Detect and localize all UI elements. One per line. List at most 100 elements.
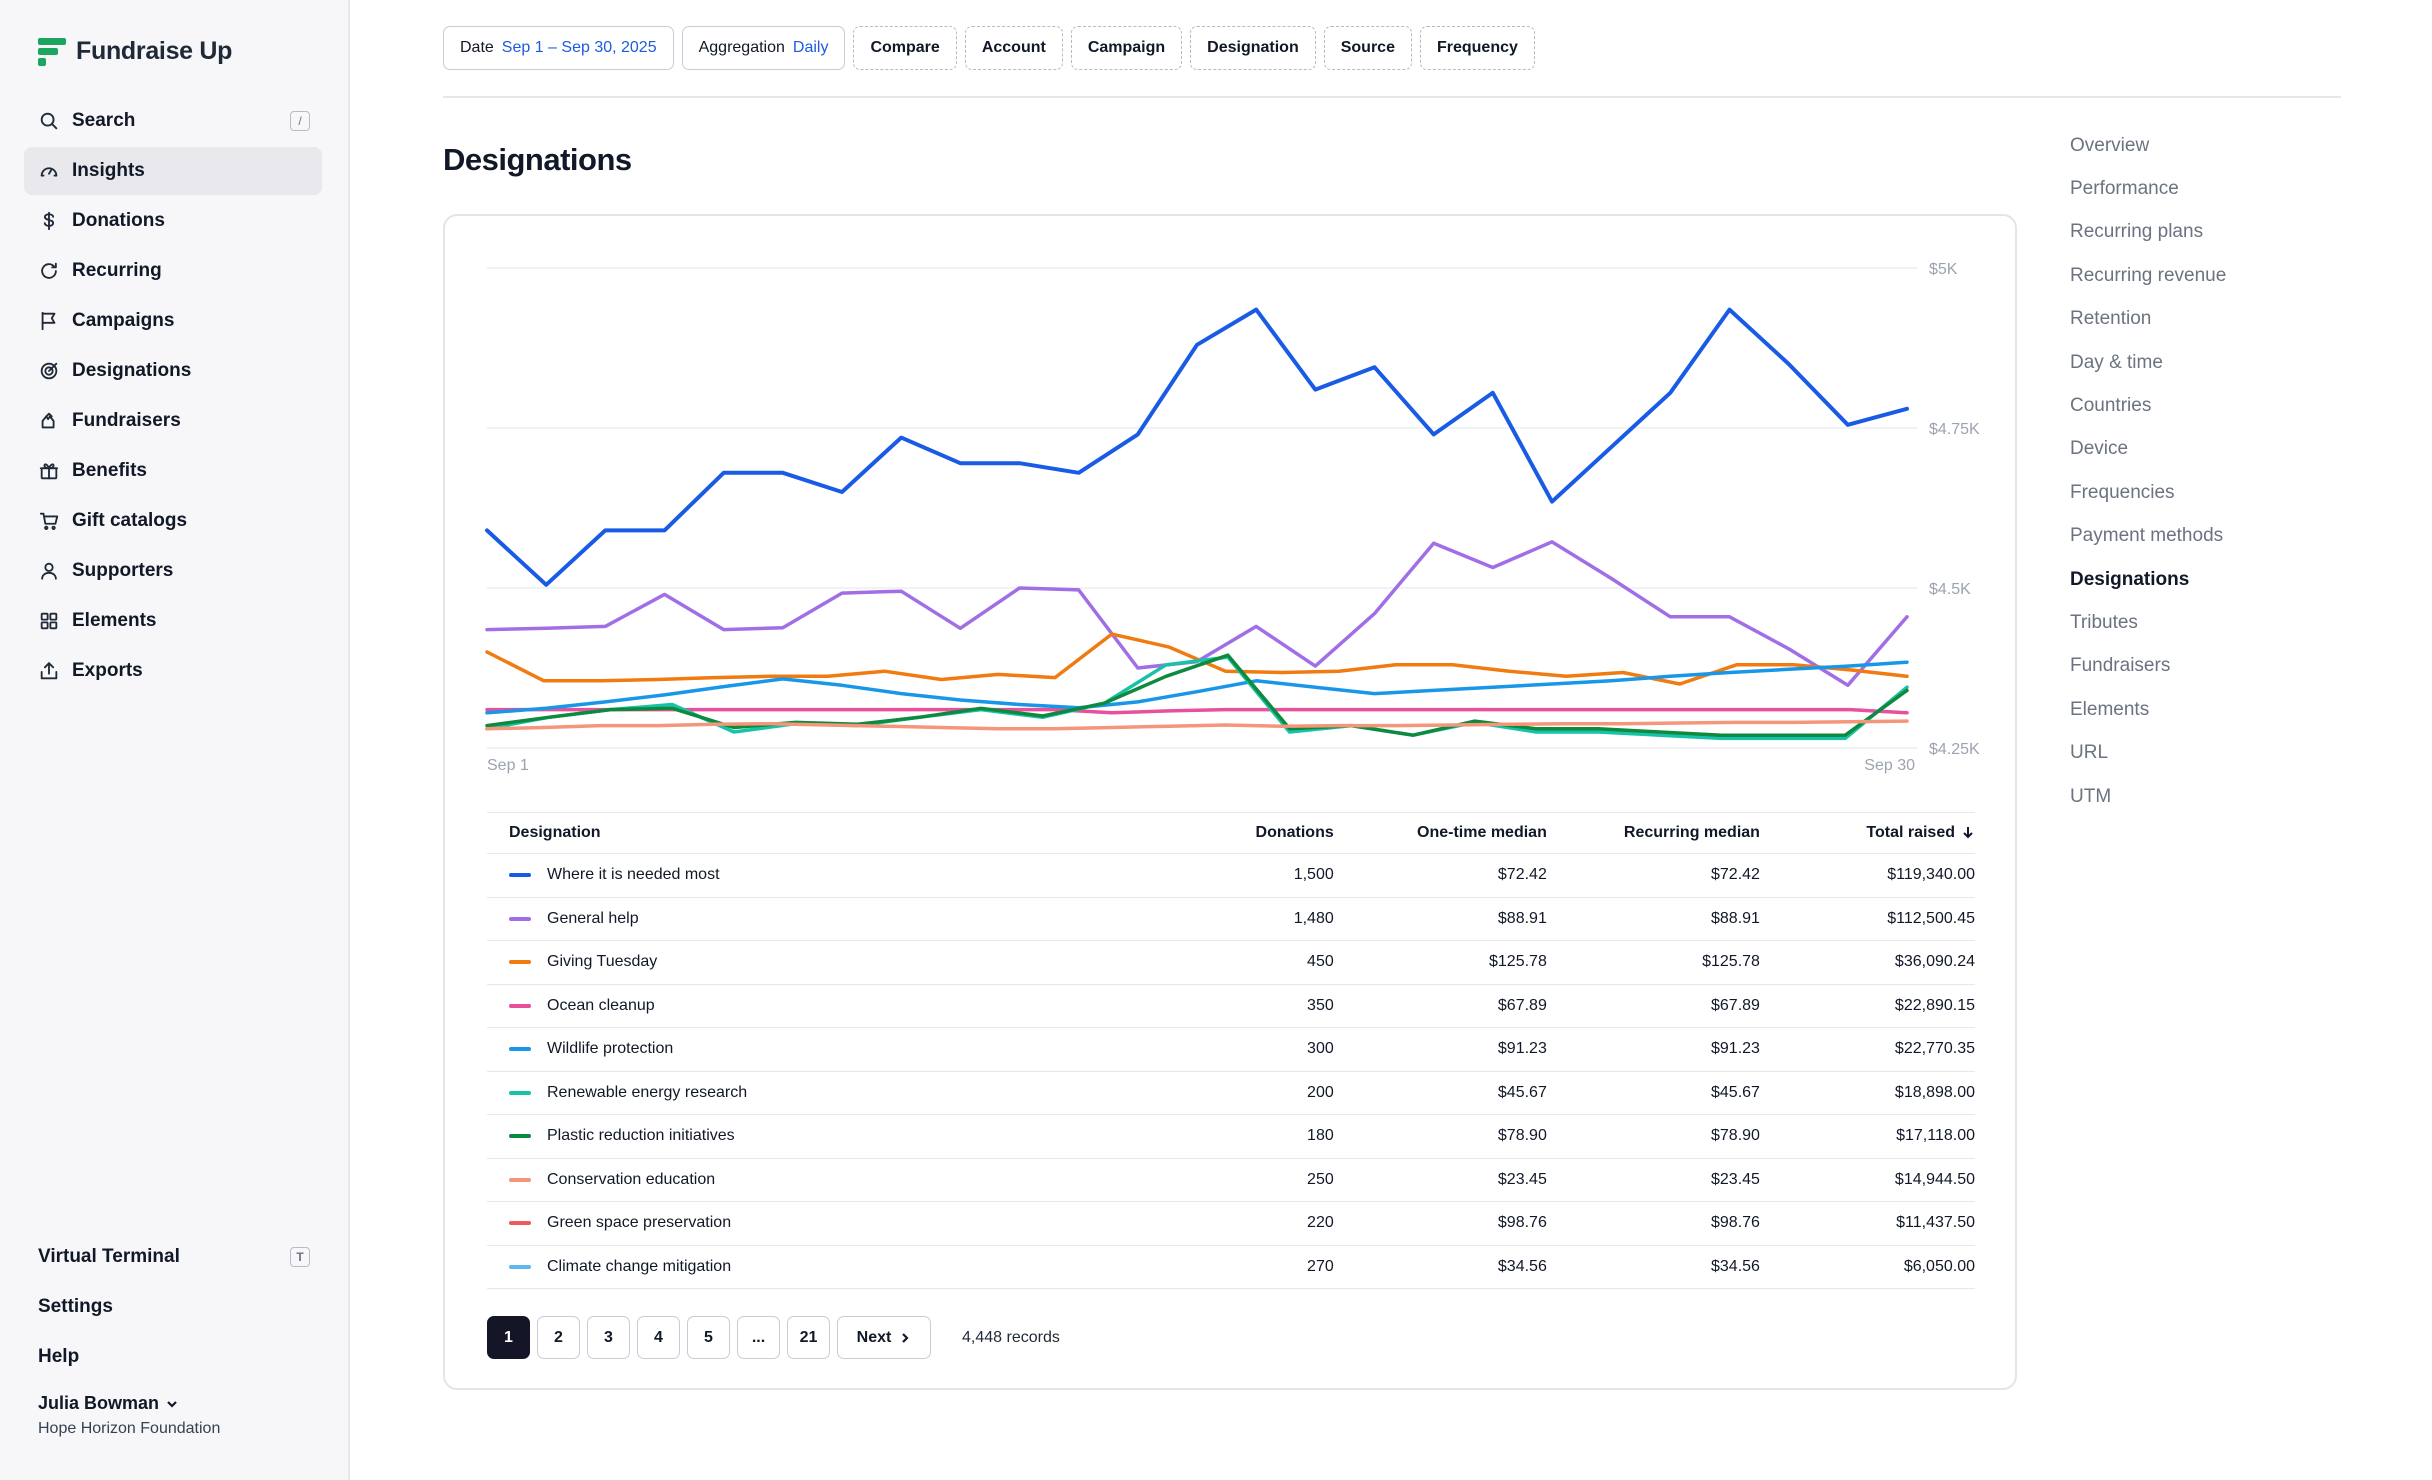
table-row[interactable]: Giving Tuesday 450 $125.78 $125.78 $36,090.2…: [487, 941, 1975, 985]
sidebar-item-label: Exports: [72, 660, 143, 681]
recurring-median-cell: $125.78: [1702, 953, 1760, 971]
total-raised-cell: $6,050.00: [1903, 1257, 1975, 1275]
section-nav-performance[interactable]: Performance: [2070, 178, 2179, 200]
source-filter[interactable]: Source: [1323, 26, 1412, 70]
section-nav-utm[interactable]: UTM: [2070, 785, 2112, 807]
section-nav-countries[interactable]: Countries: [2070, 395, 2152, 417]
donations-cell: 450: [1307, 953, 1334, 971]
col-total-raised-header[interactable]: Total raised: [1760, 824, 1975, 842]
section-nav-url[interactable]: URL: [2070, 742, 2109, 764]
series-color-swatch: [509, 1177, 531, 1182]
sidebar-item-label: Donations: [72, 210, 165, 231]
donations-cell: 270: [1307, 1257, 1334, 1275]
sidebar-item-insights[interactable]: Insights: [24, 147, 322, 195]
table-row[interactable]: Ocean cleanup 350 $67.89 $67.89 $22,890.15: [487, 985, 1975, 1028]
table-row[interactable]: Climate change mitigation 270 $34.56 $34.56…: [487, 1246, 1975, 1289]
section-nav-recurring-revenue[interactable]: Recurring revenue: [2070, 264, 2227, 286]
designation-cell: Green space preservation: [487, 1214, 1158, 1232]
sidebar-item-gift-catalogs[interactable]: Gift catalogs: [24, 497, 322, 545]
section-nav-payment-methods[interactable]: Payment methods: [2070, 525, 2224, 547]
series-line-general-help[interactable]: [485, 540, 1909, 688]
table-row[interactable]: General help 1,480 $88.91 $88.91 $112,500.45: [487, 898, 1975, 941]
sidebar-item-designations[interactable]: Designations: [24, 347, 322, 395]
series-line-where-it-is-needed-most[interactable]: [485, 307, 1909, 587]
section-nav-day-time[interactable]: Day & time: [2070, 351, 2163, 373]
series-line-renewable-energy-research[interactable]: [485, 655, 1909, 741]
section-nav-designations[interactable]: Designations: [2070, 568, 2190, 590]
col-recurring-median-header[interactable]: Recurring median: [1623, 824, 1760, 841]
designation-name: General help: [547, 909, 639, 927]
dollar-icon: [38, 210, 60, 232]
page-button[interactable]: 2: [537, 1316, 580, 1359]
series-line-conservation-education[interactable]: [485, 719, 1909, 731]
table-body: Where it is needed most 1,500 $72.42 $72.42…: [487, 854, 1975, 1289]
page-button[interactable]: 4: [637, 1316, 680, 1359]
campaign-filter[interactable]: Campaign: [1070, 26, 1183, 70]
designation-name: Conservation education: [547, 1170, 716, 1188]
page-button[interactable]: 1: [487, 1316, 530, 1359]
section-nav-fundraisers[interactable]: Fundraisers: [2070, 655, 2171, 677]
account-switcher[interactable]: Julia Bowman Hope Horizon Foundation: [38, 1393, 220, 1438]
table-row[interactable]: Plastic reduction initiatives 180 $78.90 $7…: [487, 1115, 1975, 1159]
table-header-row: Designation Donations One-time median Re…: [487, 812, 1975, 854]
page-button[interactable]: 5: [687, 1316, 730, 1359]
filter-bar: Date Sep 1 – Sep 30, 2025 Aggregation Da…: [443, 26, 1535, 70]
aggregation-filter[interactable]: Aggregation Daily: [681, 26, 846, 70]
recurring-median-cell: $23.45: [1711, 1170, 1760, 1188]
date-filter-label: Date: [460, 39, 494, 56]
series-line-wildlife-protection[interactable]: [485, 660, 1909, 715]
sidebar-item-label: Insights: [72, 160, 145, 181]
sidebar-item-fundraisers[interactable]: Fundraisers: [24, 397, 322, 445]
account-filter[interactable]: Account: [964, 26, 1063, 70]
total-raised-cell: $112,500.45: [1887, 909, 1975, 927]
table-row[interactable]: Where it is needed most 1,500 $72.42 $72.42…: [487, 854, 1975, 898]
table-row[interactable]: Green space preservation 220 $98.76 $98.76 $…: [487, 1202, 1975, 1246]
help-link[interactable]: Help: [38, 1346, 80, 1367]
sidebar-item-label: Recurring: [72, 260, 162, 281]
designation-filter[interactable]: Designation: [1190, 26, 1316, 70]
next-page-button[interactable]: Next: [837, 1316, 931, 1359]
section-nav-overview[interactable]: Overview: [2070, 134, 2150, 156]
col-donations-header[interactable]: Donations: [1255, 824, 1334, 841]
section-nav-recurring-plans[interactable]: Recurring plans: [2070, 221, 2204, 243]
designation-name: Climate change mitigation: [547, 1257, 732, 1275]
sidebar-item-donations[interactable]: Donations: [24, 197, 322, 245]
table-row[interactable]: Conservation education 250 $23.45 $23.45 $14…: [487, 1159, 1975, 1202]
brand-logo[interactable]: Fundraise Up: [38, 36, 232, 66]
page-button[interactable]: ...: [737, 1316, 780, 1359]
section-nav-tributes[interactable]: Tributes: [2070, 611, 2138, 633]
section-nav-retention[interactable]: Retention: [2070, 308, 2152, 330]
designations-card: $5K $4.75K $4.5K $4.25K Sep 1 Sep 30 Designat…: [443, 214, 2017, 1390]
virtual-terminal-label: Virtual Terminal: [38, 1246, 180, 1267]
sidebar-item-recurring[interactable]: Recurring: [24, 247, 322, 295]
section-nav-frequencies[interactable]: Frequencies: [2070, 481, 2175, 503]
recurring-median-cell: $45.67: [1711, 1083, 1760, 1101]
user-icon: [38, 560, 60, 582]
sidebar-item-exports[interactable]: Exports: [24, 647, 322, 695]
table-row[interactable]: Wildlife protection 300 $91.23 $91.23 $22,77…: [487, 1028, 1975, 1072]
sidebar-item-supporters[interactable]: Supporters: [24, 547, 322, 595]
series-line-giving-tuesday[interactable]: [485, 632, 1909, 686]
series-color-swatch: [509, 1134, 531, 1139]
series-color-swatch: [509, 1221, 531, 1226]
section-nav-device[interactable]: Device: [2070, 438, 2129, 460]
section-nav-elements[interactable]: Elements: [2070, 698, 2150, 720]
col-designation-header[interactable]: Designation: [509, 824, 601, 841]
date-filter[interactable]: Date Sep 1 – Sep 30, 2025: [443, 26, 674, 70]
sidebar-item-campaigns[interactable]: Campaigns: [24, 297, 322, 345]
gift-icon: [38, 460, 60, 482]
compare-filter[interactable]: Compare: [853, 26, 957, 70]
section-nav: Overview Performance Recurring plans Recurr…: [2070, 124, 2226, 818]
sidebar-item-search[interactable]: Search /: [24, 97, 322, 145]
page-button[interactable]: 21: [787, 1316, 830, 1359]
sidebar-item-benefits[interactable]: Benefits: [24, 447, 322, 495]
series-line-ocean-cleanup[interactable]: [485, 707, 1909, 715]
search-shortcut-kbd: /: [290, 111, 310, 131]
virtual-terminal-link[interactable]: Virtual Terminal T: [24, 1232, 322, 1282]
page-button[interactable]: 3: [587, 1316, 630, 1359]
settings-link[interactable]: Settings: [38, 1296, 113, 1317]
table-row[interactable]: Renewable energy research 200 $45.67 $45.67…: [487, 1072, 1975, 1115]
frequency-filter[interactable]: Frequency: [1419, 26, 1535, 70]
sidebar-item-elements[interactable]: Elements: [24, 597, 322, 645]
col-one-time-median-header[interactable]: One-time median: [1417, 824, 1547, 841]
